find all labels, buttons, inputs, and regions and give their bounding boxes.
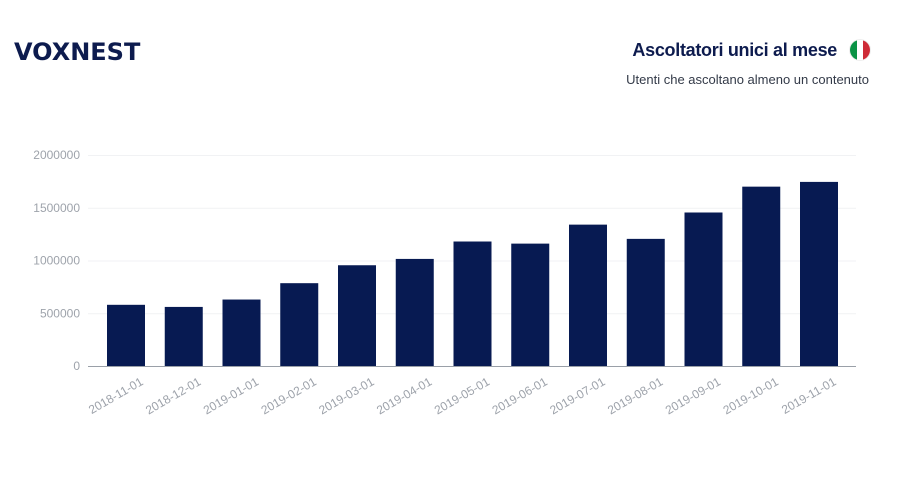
bar [569,224,607,366]
x-tick-label: 2019-10-01 [721,374,781,417]
voxnest-logo: VOXNEST [14,38,141,66]
bar [742,186,781,366]
bar [453,241,492,366]
x-tick-label: 2019-07-01 [547,374,607,417]
x-tick-label: 2019-04-01 [374,374,434,417]
bar [280,283,319,366]
bar [222,299,261,366]
bar [684,212,723,366]
x-tick-label: 2019-06-01 [490,374,550,417]
bars [107,181,838,366]
flag-stripe-green [850,40,857,60]
bar [626,238,665,366]
y-axis-ticks: 0 500000 1000000 1500000 2000000 [33,148,80,373]
flag-stripe-red [863,40,870,60]
x-tick-label: 2019-09-01 [663,374,723,417]
x-tick-label: 2019-02-01 [259,374,319,417]
x-axis-ticks: 2018-11-012018-12-012019-01-012019-02-01… [86,374,839,417]
bar [107,304,145,366]
x-tick-label: 2019-01-01 [201,374,261,417]
y-tick-label: 0 [73,359,80,373]
bar [164,306,203,366]
y-tick-label: 2000000 [33,148,80,162]
x-tick-label: 2019-03-01 [316,374,376,417]
chart-title: Ascoltatori unici al mese [632,40,837,60]
x-tick-label: 2018-11-01 [86,374,146,417]
x-tick-label: 2018-12-01 [143,374,203,417]
y-tick-label: 1000000 [33,254,80,268]
y-tick-label: 500000 [40,306,80,320]
chart-subtitle: Utenti che ascoltano almeno un contenuto [626,72,869,87]
x-tick-label: 2019-05-01 [432,374,492,417]
bar [395,258,434,366]
italy-flag-icon [850,40,870,60]
bar [338,265,376,366]
y-tick-label: 1500000 [33,201,80,215]
x-tick-label: 2019-08-01 [605,374,665,417]
flag-stripe-white [856,40,864,60]
x-tick-label: 2019-11-01 [779,374,839,417]
bar [511,243,550,366]
bar [800,181,838,366]
